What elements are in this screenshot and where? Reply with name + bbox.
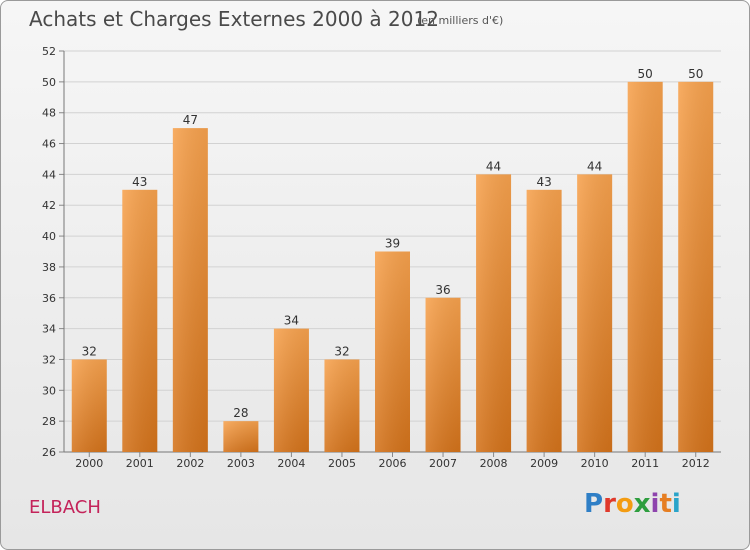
x-tick-label: 2012 [682, 457, 710, 470]
data-label: 43 [536, 175, 551, 189]
logo-letter: o [615, 489, 634, 519]
proxiti-logo: Proxiti [584, 489, 681, 519]
y-tick-label: 42 [42, 199, 56, 212]
bar-shade [678, 81, 714, 452]
bar-shade [577, 174, 613, 452]
bar-shade [122, 189, 158, 453]
x-tick-label: 2006 [379, 457, 407, 470]
x-tick-label: 2004 [277, 457, 305, 470]
logo-letter: P [584, 489, 604, 519]
x-tick-label: 2010 [581, 457, 609, 470]
x-tick-label: 2009 [530, 457, 558, 470]
data-label: 34 [284, 314, 299, 328]
x-tick-label: 2003 [227, 457, 255, 470]
data-label: 39 [385, 237, 400, 251]
data-label: 50 [688, 67, 703, 81]
y-tick-label: 46 [42, 138, 56, 151]
y-tick-label: 48 [42, 107, 56, 120]
chart-unit: (en milliers d'€) [417, 14, 504, 27]
data-label: 50 [638, 67, 653, 81]
bar-shade [273, 328, 309, 452]
x-tick-label: 2007 [429, 457, 457, 470]
y-tick-label: 40 [42, 230, 56, 243]
x-tick-label: 2005 [328, 457, 356, 470]
y-tick-label: 28 [42, 415, 56, 428]
y-tick-label: 50 [42, 76, 56, 89]
y-tick-label: 32 [42, 353, 56, 366]
data-label: 44 [587, 159, 602, 173]
y-tick-label: 34 [42, 323, 56, 336]
data-label: 32 [82, 344, 97, 358]
y-tick-label: 44 [42, 168, 56, 181]
bar-shade [476, 174, 512, 452]
bar-shade [172, 128, 208, 452]
bar-shade [425, 297, 461, 452]
y-tick-label: 36 [42, 292, 56, 305]
y-tick-label: 26 [42, 446, 56, 459]
x-tick-label: 2011 [631, 457, 659, 470]
x-tick-label: 2000 [75, 457, 103, 470]
data-label: 47 [183, 113, 198, 127]
logo-letter: t [659, 489, 672, 519]
bar-shade [324, 359, 360, 452]
data-label: 36 [435, 283, 450, 297]
y-tick-label: 30 [42, 384, 56, 397]
bar-shade [627, 81, 663, 452]
data-label: 28 [233, 406, 248, 420]
bar-shade [223, 421, 259, 452]
bar-shade [375, 251, 410, 452]
x-tick-label: 2002 [176, 457, 204, 470]
data-label: 32 [334, 344, 349, 358]
logo-letter: r [603, 489, 616, 519]
chart-title: Achats et Charges Externes 2000 à 2012 [29, 7, 439, 31]
x-tick-label: 2001 [126, 457, 154, 470]
bar-shade [526, 189, 562, 453]
bar-shade [71, 359, 107, 452]
logo-letter: x [633, 489, 651, 519]
data-label: 44 [486, 159, 501, 173]
y-tick-label: 52 [42, 45, 56, 58]
x-tick-label: 2008 [480, 457, 508, 470]
commune-name: ELBACH [29, 497, 101, 518]
y-tick-label: 38 [42, 261, 56, 274]
data-label: 43 [132, 175, 147, 189]
logo-letter: i [671, 489, 681, 519]
logo-letter: i [650, 489, 660, 519]
